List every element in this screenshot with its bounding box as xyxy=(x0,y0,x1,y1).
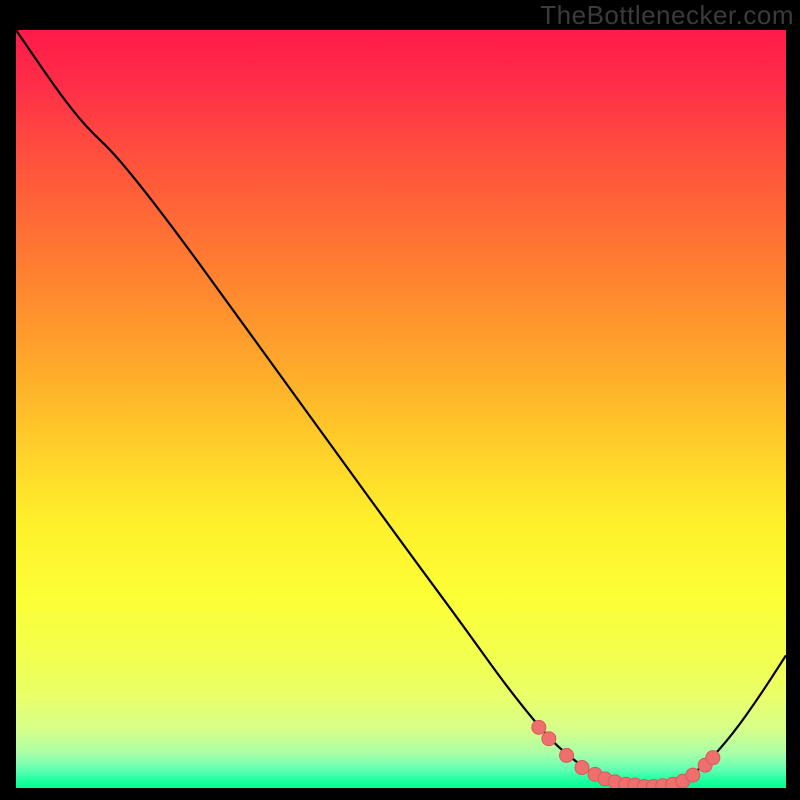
watermark-text: TheBottlenecker.com xyxy=(540,0,794,31)
data-marker xyxy=(706,751,720,765)
chart-plot-area xyxy=(16,30,786,788)
data-marker xyxy=(532,720,546,734)
data-marker xyxy=(542,732,556,746)
bottleneck-curve xyxy=(16,30,786,786)
data-marker xyxy=(686,768,700,782)
chart-overlay xyxy=(16,30,786,788)
data-marker xyxy=(560,748,574,762)
data-marker xyxy=(575,761,589,775)
data-markers xyxy=(532,720,720,788)
